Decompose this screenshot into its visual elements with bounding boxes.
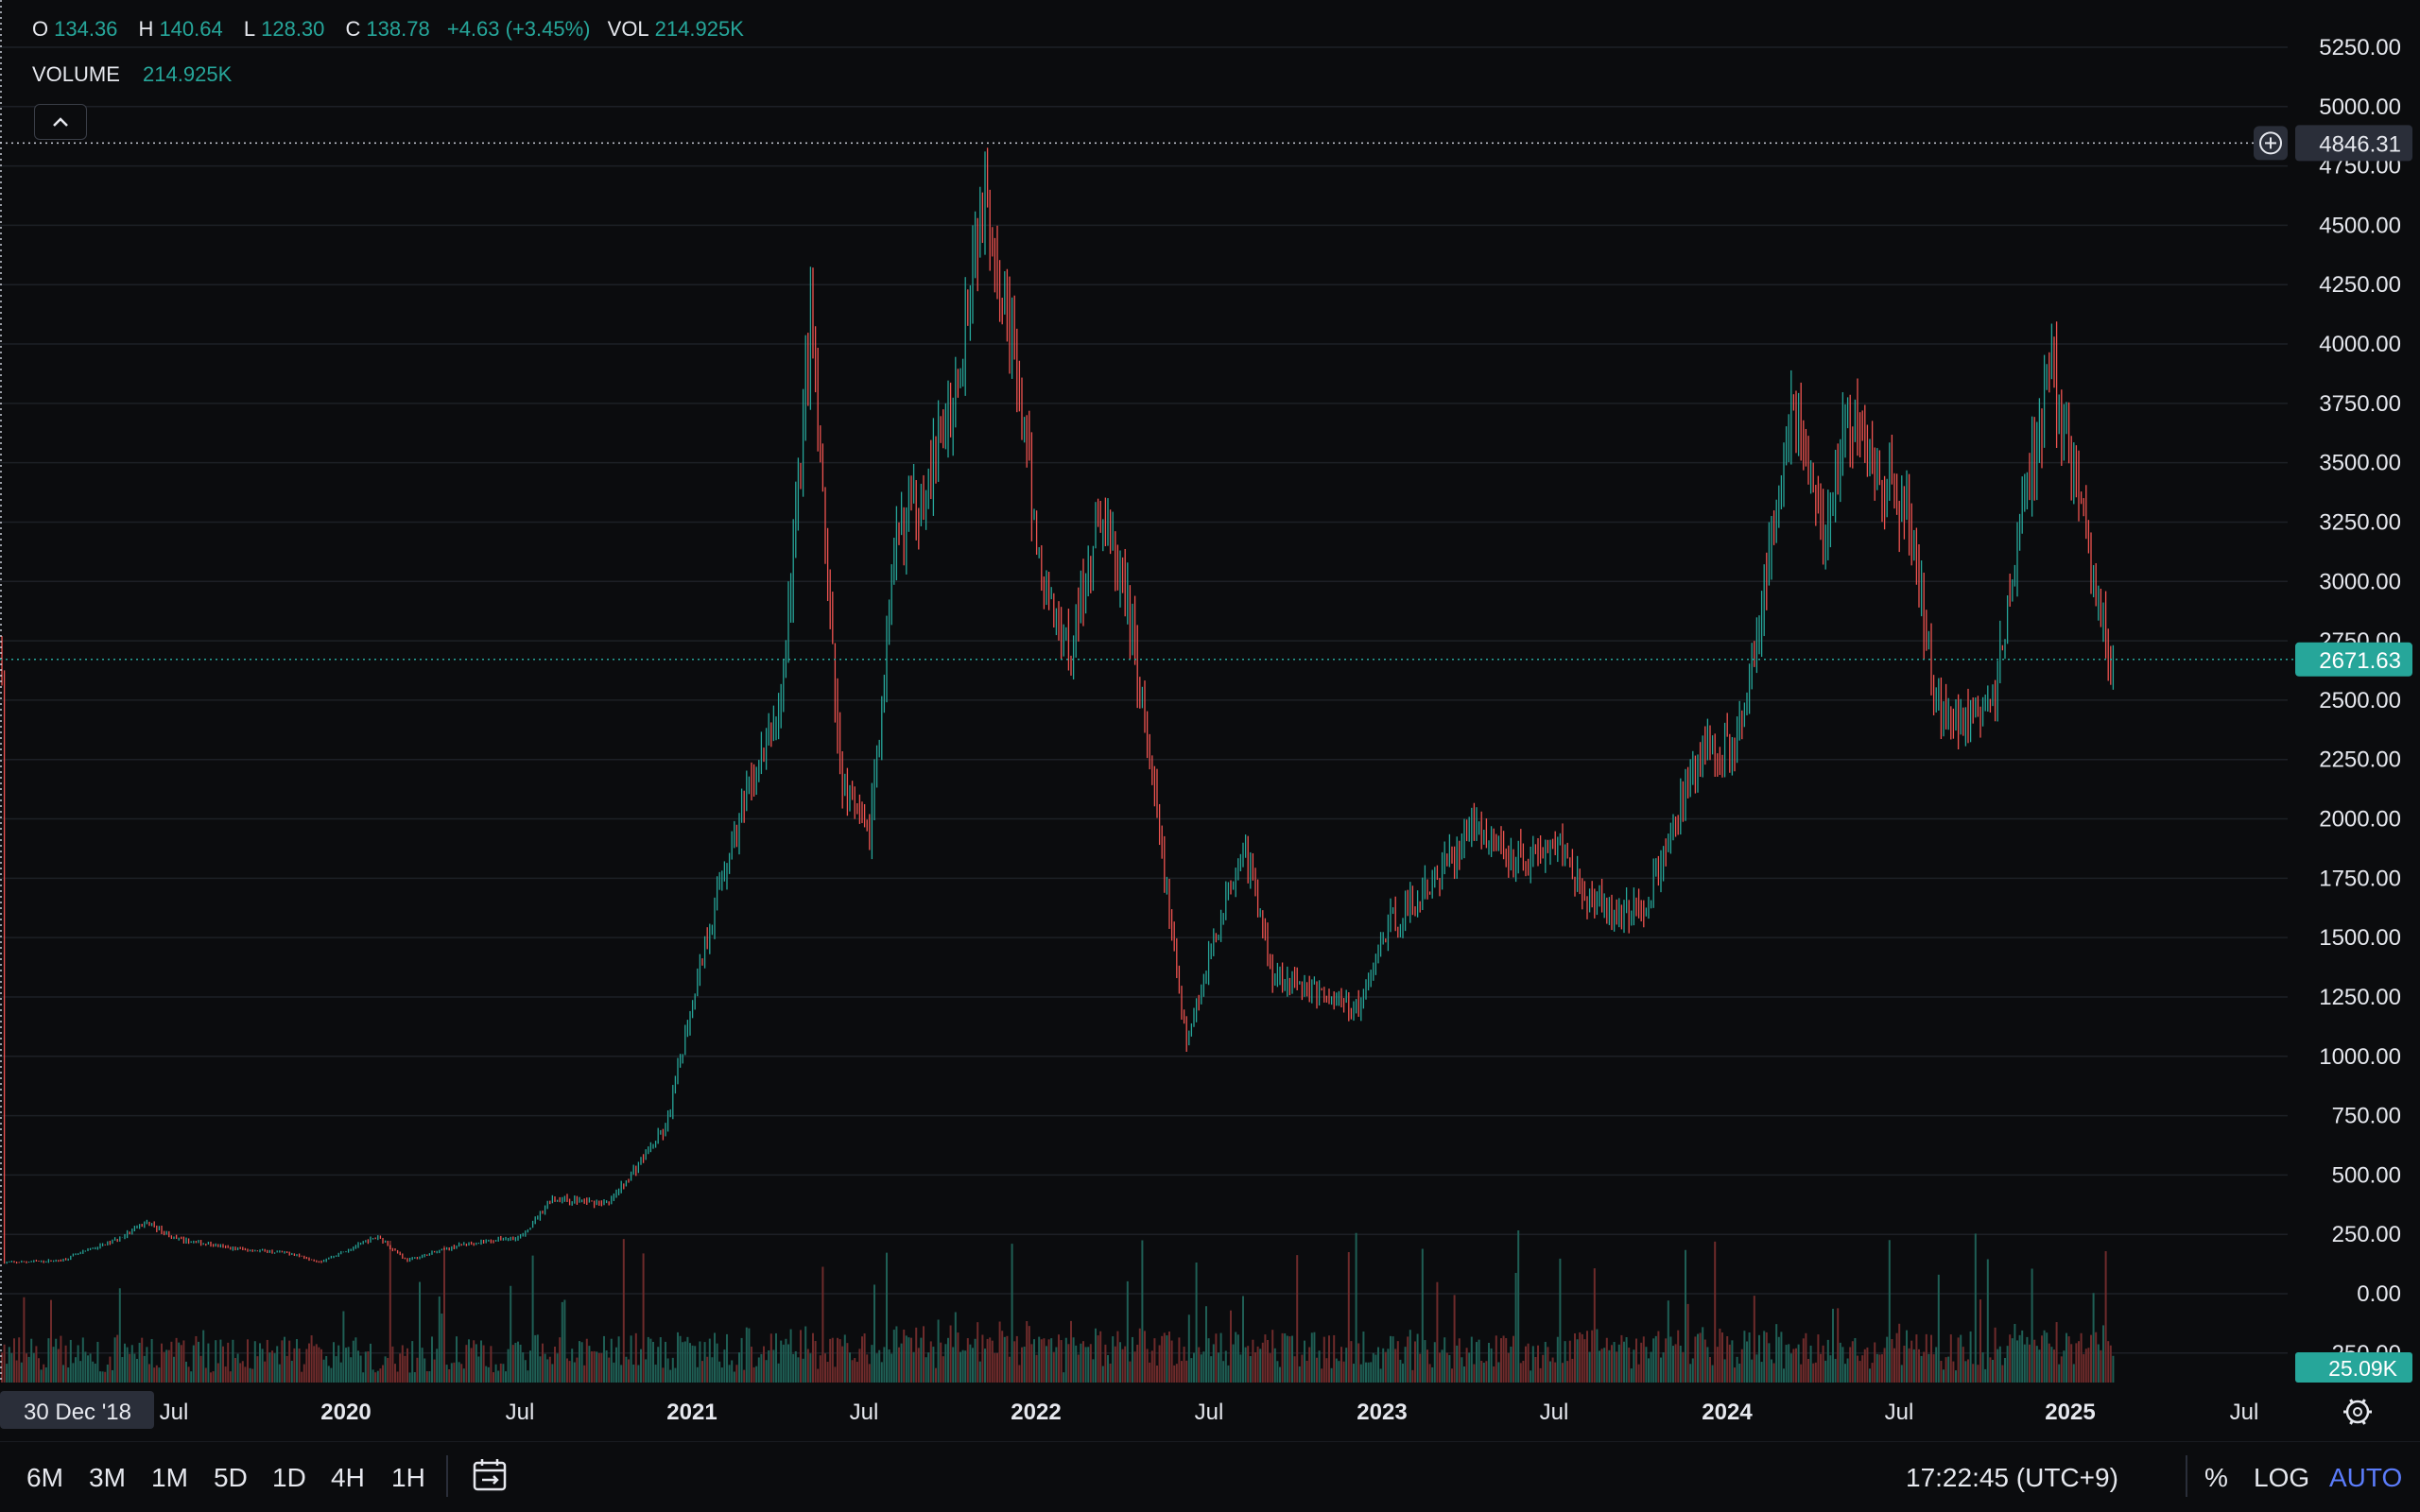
percent-toggle[interactable]: % [2204, 1463, 2228, 1492]
time-axis-label: Jul [1885, 1400, 1914, 1425]
price-tick-label: 3500.00 [2319, 451, 2401, 476]
high-label: H [138, 17, 154, 41]
svg-text:25.09K: 25.09K [2328, 1356, 2398, 1381]
crosshair-date-badge: 30 Dec '18 [0, 1391, 154, 1429]
candlestick-series [1, 147, 2115, 1264]
time-axis-label: 2022 [1011, 1400, 1061, 1425]
toolbar-divider [2186, 1455, 2187, 1497]
price-tick-label: 250.00 [2332, 1222, 2401, 1247]
crosshair-price-badge: 4846.31 [2295, 125, 2412, 162]
price-tick-label: 4500.00 [2319, 213, 2401, 238]
svg-text:4846.31: 4846.31 [2319, 131, 2401, 157]
price-tick-label: 3250.00 [2319, 509, 2401, 535]
bottom-toolbar: 6M 3M 1M 5D 1D 4H 1H 17:22:45 (UTC+9) % … [0, 1441, 2420, 1512]
timeframe-4h[interactable]: 4H [331, 1463, 365, 1492]
time-axis-label: 2023 [1357, 1400, 1407, 1425]
open-value: 134.36 [54, 17, 118, 41]
price-tick-label: 750.00 [2332, 1104, 2401, 1129]
open-label: O [32, 17, 49, 41]
price-tick-label: 0.00 [2357, 1281, 2401, 1307]
price-tick-label: 1250.00 [2319, 985, 2401, 1010]
date-range-icon[interactable] [471, 1457, 512, 1500]
volume-badge: 25.09K [2295, 1352, 2412, 1383]
log-toggle[interactable]: LOG [2254, 1463, 2310, 1492]
price-tick-label: 4250.00 [2319, 272, 2401, 298]
last-price-badge: 2671.63 [2295, 642, 2412, 677]
close-value: 138.78 [366, 17, 430, 41]
time-axis-label: 2021 [666, 1400, 717, 1425]
gear-icon[interactable] [2343, 1399, 2372, 1425]
price-tick-label: 2500.00 [2319, 688, 2401, 713]
change-value: +4.63 (+3.45%) [446, 17, 591, 41]
price-chart[interactable]: 5250.005000.004750.004500.004250.004000.… [0, 0, 2420, 1441]
add-alert-icon[interactable] [2254, 126, 2288, 161]
timeframe-5d[interactable]: 5D [214, 1463, 248, 1492]
price-tick-label: 2000.00 [2319, 807, 2401, 833]
vol-value: 214.925K [654, 17, 744, 41]
volume-label: VOLUME [32, 62, 120, 86]
price-axis[interactable]: 5250.005000.004750.004500.004250.004000.… [2319, 35, 2401, 1366]
crosshair-overlay: 4846.31 2671.63 25.09K 30 Dec '18 [0, 0, 2412, 1429]
price-tick-label: 3750.00 [2319, 391, 2401, 417]
time-axis-label: Jul [2230, 1400, 2259, 1425]
time-axis[interactable]: Jul 2020 Jul 2021 Jul 2022 Jul 2023 Jul 2024 Jul 20… [160, 1400, 2259, 1425]
price-tick-label: 1750.00 [2319, 866, 2401, 891]
low-value: 128.30 [261, 17, 325, 41]
price-tick-label: 4000.00 [2319, 332, 2401, 357]
chevron-up-icon [53, 117, 68, 127]
price-tick-label: 2250.00 [2319, 747, 2401, 773]
price-tick-label: 5250.00 [2319, 35, 2401, 60]
ohlc-legend: O 134.36 H 140.64 L 128.30 C 138.78 +4.63 (+… [32, 17, 750, 42]
time-axis-label: Jul [1195, 1400, 1224, 1425]
svg-text:30 Dec '18: 30 Dec '18 [24, 1400, 131, 1425]
price-tick-label: 500.00 [2332, 1162, 2401, 1188]
clock-display[interactable]: 17:22:45 (UTC+9) [1906, 1463, 2118, 1492]
time-axis-label: 2025 [2045, 1400, 2095, 1425]
time-axis-label: 2020 [320, 1400, 371, 1425]
high-value: 140.64 [159, 17, 223, 41]
price-tick-label: 1000.00 [2319, 1044, 2401, 1070]
auto-scale-toggle[interactable]: AUTO [2329, 1463, 2403, 1492]
low-label: L [243, 17, 256, 41]
price-tick-label: 5000.00 [2319, 94, 2401, 120]
price-tick-label: 3000.00 [2319, 569, 2401, 594]
price-tick-label: 1500.00 [2319, 925, 2401, 951]
vol-label: VOL [607, 17, 649, 41]
timeframe-3m[interactable]: 3M [89, 1463, 126, 1492]
volume-legend: VOLUME 214.925K [32, 62, 237, 87]
volume-value: 214.925K [143, 62, 233, 86]
timeframe-1h[interactable]: 1H [391, 1463, 425, 1492]
volume-histogram [1, 1230, 2115, 1383]
price-grid [0, 46, 2288, 1354]
time-axis-label: Jul [850, 1400, 879, 1425]
time-axis-label: Jul [1540, 1400, 1569, 1425]
toolbar-divider [446, 1455, 448, 1497]
timeframe-6m[interactable]: 6M [26, 1463, 63, 1492]
collapse-legend-button[interactable] [34, 104, 87, 140]
time-axis-label: Jul [160, 1400, 189, 1425]
close-label: C [345, 17, 361, 41]
time-axis-label: 2024 [1702, 1400, 1753, 1425]
timeframe-1d[interactable]: 1D [272, 1463, 306, 1492]
svg-text:2671.63: 2671.63 [2319, 648, 2401, 674]
timeframe-1m[interactable]: 1M [151, 1463, 188, 1492]
time-axis-label: Jul [506, 1400, 535, 1425]
